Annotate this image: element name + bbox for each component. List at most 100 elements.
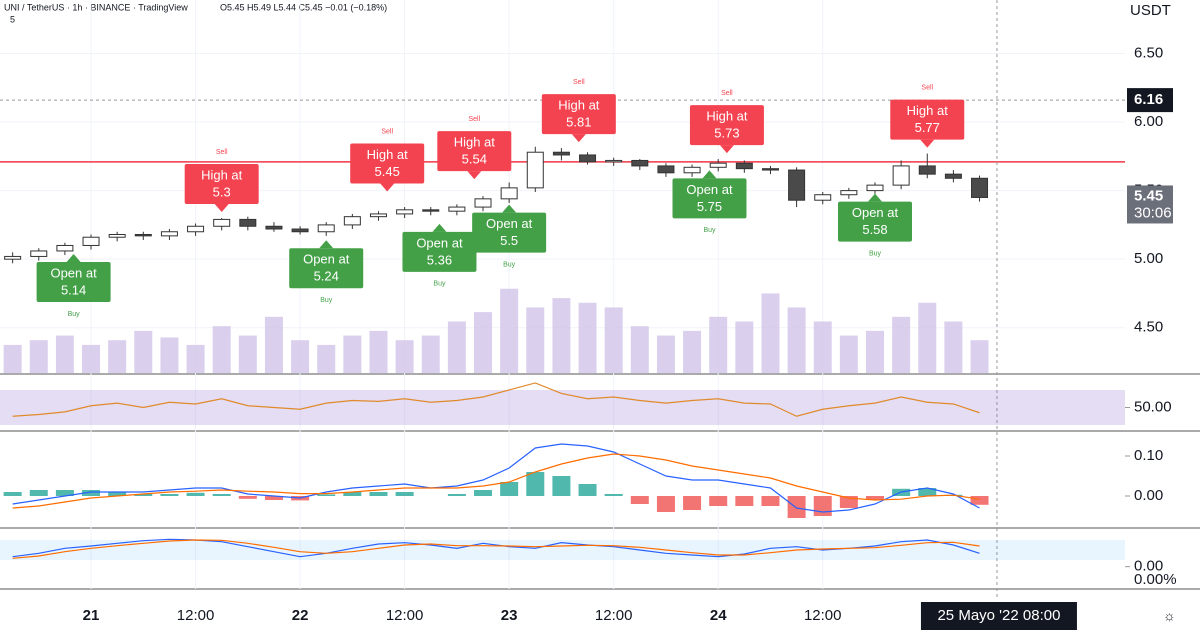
annotation-pointer: [702, 170, 717, 179]
volume-bar: [709, 316, 728, 373]
macd-histogram-bar: [3, 492, 22, 496]
macd-histogram-bar: [604, 494, 623, 496]
annotation-box: [838, 201, 912, 242]
candle-body: [4, 255, 22, 260]
candle-body: [579, 154, 597, 163]
crosshair-price-tag: [1127, 88, 1173, 113]
annotation-text: High at: [454, 135, 496, 150]
volume-bar: [447, 321, 466, 373]
macd-histogram-bar: [55, 490, 74, 496]
signal-label: Sell: [381, 128, 393, 135]
candle-body: [474, 198, 492, 208]
ohlc-legend: O5.45 H5.49 L5.44 C5.45 −0.01 (−0.18%): [220, 2, 387, 12]
candle-body: [866, 184, 884, 192]
macd-histogram-bar: [238, 496, 257, 499]
volume-bar: [526, 307, 545, 373]
annotation-box: [402, 231, 477, 272]
annotation-pointer: [920, 139, 935, 148]
volume-bar: [604, 307, 623, 373]
candle-body: [788, 169, 806, 201]
annotation-pointer: [868, 193, 882, 202]
macd-histogram-bar: [630, 496, 649, 504]
crosshair-time-tag: [920, 602, 1077, 630]
annotation-box: [184, 164, 259, 205]
x-tick-label: 12:00: [177, 607, 215, 624]
macd-signal-line: [12, 453, 980, 509]
macd-histogram-bar: [395, 492, 414, 496]
candle-body: [160, 231, 178, 237]
macd-histogram-bar: [526, 472, 545, 496]
signal-label: Buy: [869, 250, 882, 257]
candle-body: [657, 165, 675, 174]
countdown: 30:06: [1134, 204, 1172, 221]
macd-histogram-bar: [369, 492, 388, 496]
volume-bar: [761, 293, 780, 373]
volume-bar: [683, 330, 702, 373]
macd-histogram-bar: [813, 496, 832, 516]
y-tick-label: 6.00: [1134, 113, 1163, 130]
volume-bar: [82, 344, 101, 373]
volume-bar: [108, 340, 127, 373]
candle-body: [422, 209, 440, 212]
candle-body: [814, 194, 832, 201]
volume-bar: [264, 316, 283, 373]
volume-bar: [343, 335, 362, 373]
annotation-value: 5.58: [862, 222, 887, 237]
annotation-pointer: [380, 183, 395, 192]
candle-body: [396, 209, 414, 215]
annotation-text: Open at: [486, 216, 533, 231]
macd-histogram-bar: [343, 492, 362, 496]
annotation-box: [689, 105, 764, 146]
annotation-pointer: [719, 145, 734, 154]
volume-bar: [839, 335, 858, 373]
candle-body: [840, 190, 858, 196]
macd-histogram-bar: [709, 496, 728, 506]
volume-bar: [317, 344, 336, 373]
annotation-text: Open at: [852, 205, 899, 220]
macd-histogram-bar: [918, 488, 937, 496]
macd-histogram-bar: [839, 496, 858, 508]
candle-body: [552, 151, 570, 156]
annotation-value: 5.5: [500, 233, 518, 248]
annotation-text: High at: [201, 167, 243, 182]
y-tick-label: 4.50: [1134, 319, 1163, 336]
y-tick-label: 6.50: [1134, 44, 1163, 61]
crosshair-price: 6.16: [1134, 91, 1163, 108]
symbol-title: UNI / TetherUS · 1h · BINANCE · TradingV…: [4, 2, 188, 12]
settings-icon[interactable]: ☼: [1163, 608, 1176, 624]
volume-bar: [630, 326, 649, 373]
volume-bar: [474, 312, 493, 373]
volume-bar: [186, 344, 205, 373]
macd-histogram-bar: [683, 496, 702, 510]
volume-bar: [500, 288, 519, 373]
macd-histogram-bar: [866, 496, 884, 500]
candle-body: [448, 206, 466, 212]
indicator-tick-label: 0.00: [1134, 558, 1163, 575]
candle-body: [605, 159, 623, 163]
candle-body: [735, 162, 753, 170]
indicator-tick-label: 0.10: [1134, 447, 1163, 464]
annotation-box: [437, 131, 512, 172]
volume-bar: [970, 340, 989, 373]
volume-bar: [813, 321, 832, 373]
candle-body: [343, 216, 361, 226]
signal-label: Buy: [320, 297, 333, 304]
volume-bar: [866, 330, 884, 373]
x-tick-label: 12:00: [595, 607, 633, 624]
annotation-value: 5.3: [213, 184, 231, 199]
macd-histogram-bar: [578, 484, 597, 496]
macd-histogram-bar: [474, 490, 493, 496]
y-axis-label: USDT: [1130, 2, 1171, 19]
annotation-box: [541, 94, 616, 135]
x-tick-label: 22: [292, 607, 309, 624]
candle-body: [56, 244, 74, 252]
volume-bar: [656, 335, 675, 373]
macd-histogram-bar: [447, 494, 466, 496]
candle-body: [944, 173, 962, 179]
macd-histogram-bar: [787, 496, 806, 518]
x-tick-label: 23: [501, 607, 518, 624]
annotation-value: 5.54: [462, 152, 487, 167]
volume-bar: [395, 340, 414, 373]
